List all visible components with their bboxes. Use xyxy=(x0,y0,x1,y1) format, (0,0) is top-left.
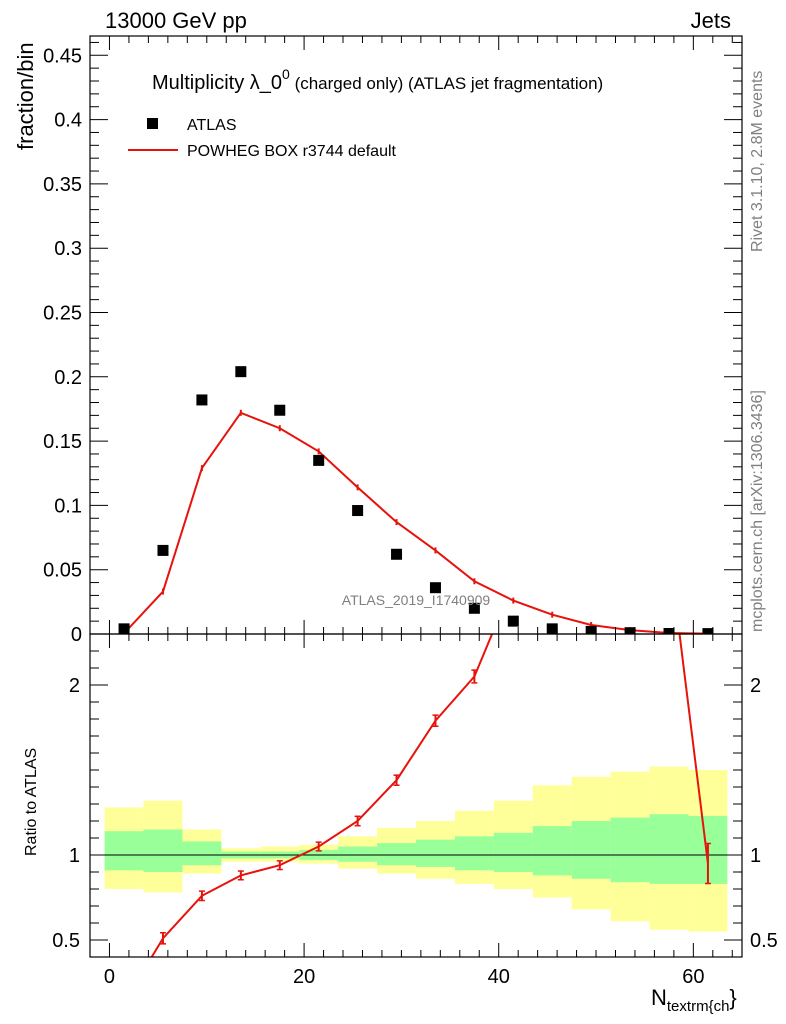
data-point xyxy=(663,627,675,634)
legend-label-atlas: ATLAS xyxy=(187,117,237,134)
legend-marker-atlas xyxy=(147,118,158,129)
ratio-panel-frame xyxy=(89,633,743,958)
analysis-label: ATLAS_2019_I1740909 xyxy=(342,592,491,608)
ratio-mc-line xyxy=(150,634,709,957)
data-point xyxy=(391,548,403,560)
x-tick-label: 0 xyxy=(104,966,115,988)
x-tick-label: 20 xyxy=(293,966,315,988)
legend: ATLAS POWHEG BOX r3744 default xyxy=(128,117,397,160)
chart-title-main: Multiplicity λ_0 xyxy=(152,72,282,94)
chart-title-superscript: 0 xyxy=(282,66,290,82)
header-process-label: Jets xyxy=(691,8,731,33)
y-tick-label: 0.4 xyxy=(54,110,82,132)
data-point xyxy=(429,582,441,594)
chart-title-rest: (charged only) (ATLAS jet fragmentation) xyxy=(290,74,603,93)
ratio-band-inner xyxy=(377,843,416,866)
y-tick-label: 0.35 xyxy=(43,174,82,196)
ratio-y-tick-label-left: 0.5 xyxy=(52,930,80,952)
y-tick-label: 0.05 xyxy=(43,560,82,582)
y-tick-label: 0.1 xyxy=(54,495,82,517)
y-axis-label: fraction/bin xyxy=(13,42,38,150)
x-axis-label: Ntextrm{ch} xyxy=(651,985,737,1015)
ratio-y-tick-label-left: 2 xyxy=(69,675,80,697)
data-point xyxy=(585,625,597,634)
data-point xyxy=(507,615,519,627)
data-point xyxy=(352,505,364,517)
y-tick-label: 0.15 xyxy=(43,431,82,453)
ratio-band-inner xyxy=(416,839,455,867)
mc-series-line xyxy=(123,411,708,634)
ratio-panel: 0 20 40 60 0.5 0.5 1 1 2 2 xyxy=(52,633,778,988)
data-point xyxy=(235,366,247,378)
rivet-version-label: Rivet 3.1.10, 2.8M events xyxy=(749,71,766,252)
y-tick-label: 0.25 xyxy=(43,302,82,324)
data-point xyxy=(196,394,208,406)
legend-label-powheg: POWHEG BOX r3744 default xyxy=(187,143,397,160)
main-panel: 0 0.05 0.1 0.15 0.2 0.25 0.3 0.35 0.4 0.45 ATLAS_… xyxy=(43,35,743,646)
data-point xyxy=(624,627,636,634)
chart-title: Multiplicity λ_00 (charged only) (ATLAS … xyxy=(152,66,603,94)
data-point xyxy=(468,602,480,614)
y-tick-label: 0.3 xyxy=(54,238,82,260)
header-energy-label: 13000 GeV pp xyxy=(105,8,247,33)
x-axis-label-main: N xyxy=(651,985,667,1010)
data-point xyxy=(118,623,130,634)
ratio-y-tick-label-left: 1 xyxy=(69,845,80,867)
ratio-band-inner xyxy=(338,846,378,862)
ratio-band-inner xyxy=(143,829,183,872)
ratio-band-inner xyxy=(610,817,650,883)
data-point xyxy=(546,623,558,634)
ratio-band-inner xyxy=(493,832,533,872)
ratio-y-tick-label-right: 1 xyxy=(750,845,761,867)
ratio-y-axis-label: Ratio to ATLAS xyxy=(23,748,40,856)
ratio-y-tick-label-right: 2 xyxy=(750,675,761,697)
x-axis-label-sub: textrm{ch xyxy=(667,998,730,1015)
data-point xyxy=(702,628,714,634)
y-tick-label: 0.45 xyxy=(43,45,82,67)
data-point xyxy=(274,404,286,416)
x-tick-label: 60 xyxy=(682,966,704,988)
y-tick-label: 0 xyxy=(71,624,82,646)
ratio-band-inner xyxy=(454,836,494,871)
ratio-band-inner xyxy=(182,841,222,866)
x-axis-label-tail: } xyxy=(729,985,736,1010)
data-point xyxy=(157,544,169,556)
data-point xyxy=(313,454,325,466)
y-tick-label: 0.2 xyxy=(54,367,82,389)
ratio-band-inner xyxy=(649,814,689,884)
ratio-band-inner xyxy=(104,831,144,871)
ratio-band-inner xyxy=(571,821,611,879)
x-tick-label: 40 xyxy=(488,966,510,988)
mcplots-label: mcplots.cern.ch [arXiv:1306.3436] xyxy=(749,390,766,632)
ratio-y-tick-label-right: 0.5 xyxy=(750,930,778,952)
ratio-band-inner xyxy=(532,826,572,876)
